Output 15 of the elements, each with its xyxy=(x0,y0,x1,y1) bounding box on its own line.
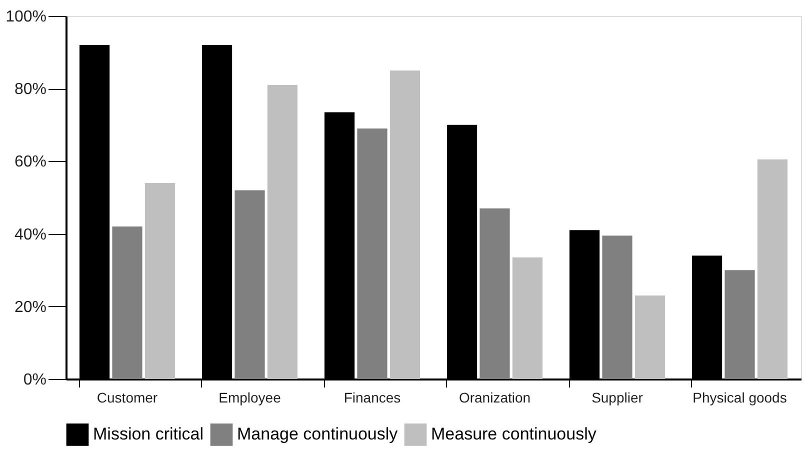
x-tick-label: Supplier xyxy=(592,390,644,406)
y-tick-label: 0% xyxy=(23,372,46,388)
y-tick-label: 60% xyxy=(14,154,46,171)
legend-label: Measure continuously xyxy=(431,424,597,444)
x-tick-label: Customer xyxy=(96,390,158,406)
legend-label: Mission critical xyxy=(93,424,204,444)
y-tick-label: 20% xyxy=(14,298,46,316)
x-tick-label: Physical goods xyxy=(692,390,787,406)
y-tick-label: 40% xyxy=(14,226,46,244)
x-tick-label: Employee xyxy=(218,390,282,406)
y-tick-label: 80% xyxy=(14,81,46,98)
legend-label: Manage continuously xyxy=(237,424,398,444)
y-tick-label: 100% xyxy=(6,8,46,26)
x-tick-label: Finances xyxy=(344,390,401,406)
x-tick-label: Oranization xyxy=(458,390,531,406)
